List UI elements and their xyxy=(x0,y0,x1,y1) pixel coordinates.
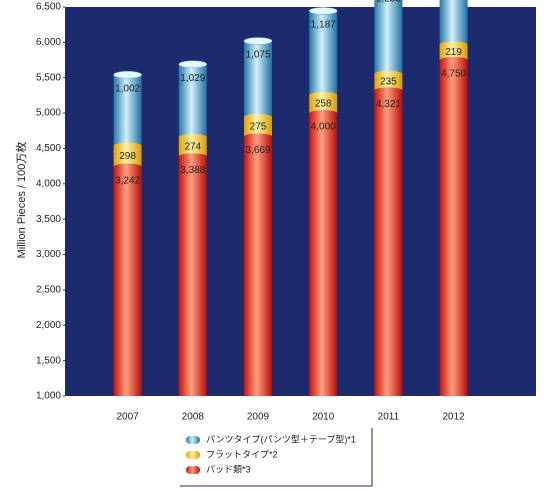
value-label: 4,321 xyxy=(376,99,401,110)
bar-segment xyxy=(309,113,338,396)
value-label: 274 xyxy=(184,141,201,152)
segment-edge xyxy=(439,41,468,48)
y-tick-label: 3,500 xyxy=(36,214,61,225)
value-label: 1,075 xyxy=(245,50,270,61)
value-label: 258 xyxy=(315,99,332,110)
y-tick-label: 5,000 xyxy=(36,108,61,119)
bar-segment xyxy=(309,10,338,95)
segment-edge xyxy=(309,91,338,98)
bar-segment xyxy=(178,64,207,137)
y-tick-label: 3,000 xyxy=(36,249,61,260)
x-tick-label: 2010 xyxy=(312,412,335,423)
bar-segment xyxy=(374,0,403,74)
value-label: 4,000 xyxy=(311,122,336,133)
legend-swatch xyxy=(186,436,200,444)
bar-cap xyxy=(308,7,338,15)
bar-segment xyxy=(113,166,142,396)
y-tick-label: 2,500 xyxy=(36,285,61,296)
bar-segment xyxy=(439,60,468,396)
value-label: 235 xyxy=(380,77,397,88)
bar-segment xyxy=(244,136,272,396)
x-tick-label: 2007 xyxy=(116,412,139,423)
segment-edge xyxy=(113,142,142,149)
y-tick-label: 4,500 xyxy=(36,143,61,154)
y-tick-label: 1,000 xyxy=(36,391,61,402)
bar-segment xyxy=(374,90,403,396)
legend-label: フラットタイプ*2 xyxy=(206,449,278,459)
x-tick-label: 2009 xyxy=(247,412,270,423)
value-label: 3,669 xyxy=(245,145,270,156)
value-label: 219 xyxy=(445,47,462,58)
bar-segment xyxy=(439,44,468,61)
bar-segment xyxy=(244,41,272,118)
bar-segment xyxy=(113,145,142,167)
value-label: 3,388 xyxy=(180,165,205,176)
value-label: 298 xyxy=(119,151,136,162)
value-label: 3,242 xyxy=(115,175,140,186)
bar-segment xyxy=(113,74,142,146)
value-label: 1,029 xyxy=(180,73,205,84)
segment-edge xyxy=(309,110,338,117)
bar-segment xyxy=(374,73,403,91)
y-tick-label: 2,000 xyxy=(36,320,61,331)
y-axis-title: Million Pieces / 100万枚 xyxy=(14,142,28,259)
y-tick-label: 6,000 xyxy=(36,37,61,48)
value-label: 1,002 xyxy=(115,83,140,94)
segment-edge xyxy=(374,87,403,94)
segment-edge xyxy=(244,114,272,121)
segment-edge xyxy=(113,163,142,170)
legend-swatch xyxy=(186,451,200,459)
bar-segment xyxy=(439,0,468,45)
value-label: 275 xyxy=(250,121,267,132)
bar-cap xyxy=(243,37,273,45)
legend-label: パッド類*3 xyxy=(206,464,251,474)
bar-segment xyxy=(178,156,207,396)
bar-segment xyxy=(244,117,272,137)
x-tick-label: 2012 xyxy=(442,412,465,423)
segment-edge xyxy=(178,133,207,140)
y-tick-label: 6,500 xyxy=(36,2,61,13)
legend-swatch xyxy=(186,466,200,474)
segment-edge xyxy=(374,70,403,77)
y-tick-label: 5,500 xyxy=(36,72,61,83)
legend-label: パンツタイプ(パンツ型＋テープ型)*1 xyxy=(206,434,356,444)
y-tick-label: 4,000 xyxy=(36,178,61,189)
value-label: 4,750 xyxy=(441,69,466,80)
bar-cap xyxy=(113,71,142,79)
value-label: 1,187 xyxy=(311,20,336,31)
segment-edge xyxy=(439,57,468,64)
segment-edge xyxy=(244,133,272,140)
bar-segment xyxy=(178,136,207,157)
bar-cap xyxy=(178,60,208,68)
x-tick-label: 2008 xyxy=(182,412,205,423)
segment-edge xyxy=(178,153,207,160)
bar-segment xyxy=(309,94,338,114)
y-tick-label: 1,500 xyxy=(36,355,61,366)
x-tick-label: 2011 xyxy=(378,412,400,423)
value-label: 1,255 xyxy=(376,0,401,5)
